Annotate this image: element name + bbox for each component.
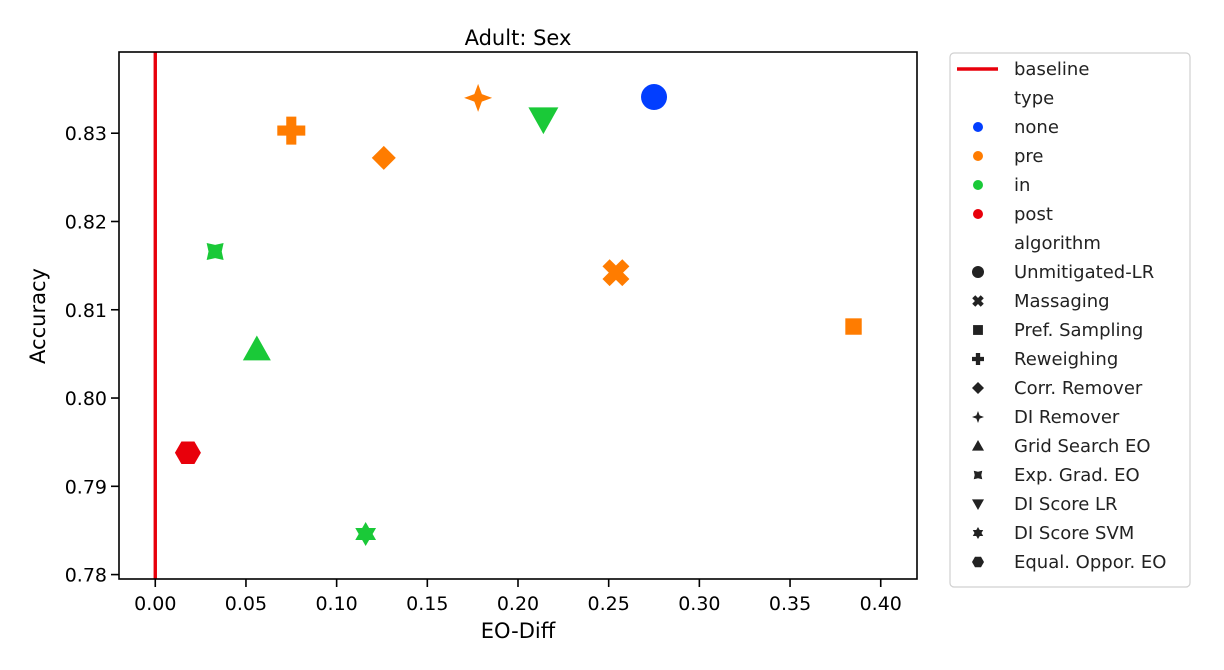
legend-marker-square	[973, 325, 983, 335]
x-tick-label: 0.00	[134, 593, 176, 615]
y-tick-label: 0.83	[65, 123, 107, 145]
x-tick-label: 0.05	[225, 593, 267, 615]
point-corr-remover	[371, 145, 396, 170]
y-tick-label: 0.79	[65, 476, 107, 498]
x-tick-label: 0.15	[406, 593, 448, 615]
point-reweighing	[277, 116, 306, 145]
x-tick-label: 0.40	[860, 593, 902, 615]
legend-algorithm-pref-sampling: Pref. Sampling	[1014, 320, 1143, 341]
x-tick-label: 0.35	[769, 593, 811, 615]
plot-area	[153, 52, 862, 579]
point-pref-sampling	[845, 318, 862, 335]
point-equal-oppor-eo	[174, 441, 201, 465]
legend-marker-hexagon	[972, 556, 984, 568]
legend-algorithm-corr-remover: Corr. Remover	[1014, 378, 1143, 399]
legend-marker-triangle-up	[972, 440, 984, 451]
legend-marker-circle	[972, 266, 984, 278]
legend-algorithm-di-score-lr: DI Score LR	[1014, 494, 1118, 515]
legend-marker-triangle-down	[972, 499, 984, 510]
point-unmitigated-lr	[641, 84, 668, 111]
point-massaging	[602, 259, 630, 287]
y-axis-title: Accuracy	[26, 268, 50, 364]
y-axis: 0.78 0.79 0.80 0.81 0.82 0.83	[65, 123, 119, 587]
legend-algorithm-unmitigated-lr: Unmitigated-LR	[1014, 262, 1154, 283]
plot-frame	[118, 51, 918, 580]
legend-marker-star4	[972, 411, 984, 423]
legend-algorithm-reweighing: Reweighing	[1014, 349, 1118, 370]
legend-algorithm-exp-grad-eo: Exp. Grad. EO	[1014, 465, 1140, 486]
x-axis: 0.00 0.05 0.10 0.15 0.20 0.25 0.30 0.35 0.40	[134, 579, 902, 615]
y-tick-label: 0.81	[65, 300, 107, 322]
point-di-score-svm	[355, 521, 377, 546]
legend-marker-plus	[972, 353, 984, 365]
legend-marker-x	[972, 295, 984, 307]
legend-algorithm-massaging: Massaging	[1014, 291, 1110, 312]
chart-title: Adult: Sex	[465, 26, 572, 50]
x-tick-label: 0.25	[588, 593, 630, 615]
x-tick-label: 0.10	[315, 593, 357, 615]
legend-swatch	[973, 151, 983, 161]
point-grid-search-eo	[242, 335, 271, 361]
point-di-score-lr	[528, 107, 559, 135]
legend-marker-bowtie	[973, 470, 983, 480]
y-tick-label: 0.82	[65, 211, 107, 233]
legend-type-post: post	[1014, 204, 1053, 225]
x-tick-label: 0.20	[497, 593, 539, 615]
legend-marker-star6	[972, 527, 984, 539]
legend-algorithm-header: algorithm	[1014, 233, 1101, 254]
legend-swatch	[973, 180, 983, 190]
legend-algorithm-equal-oppor-eo: Equal. Oppor. EO	[1014, 552, 1166, 573]
legend-swatch	[973, 122, 983, 132]
legend-type-in: in	[1014, 175, 1030, 196]
legend-algorithm-di-score-svm: DI Score SVM	[1014, 523, 1134, 544]
x-axis-title: EO-Diff	[481, 619, 556, 643]
legend-type-header: type	[1014, 88, 1054, 109]
legend-algorithm-grid-search-eo: Grid Search EO	[1014, 436, 1151, 457]
point-exp-grad-eo	[206, 243, 224, 260]
point-di-remover	[464, 83, 493, 112]
legend-type-none: none	[1014, 117, 1059, 138]
legend-marker-diamond	[972, 382, 984, 394]
legend-swatch	[973, 209, 983, 219]
legend-baseline: baseline	[1014, 59, 1089, 80]
y-tick-label: 0.78	[65, 565, 107, 587]
x-tick-label: 0.30	[678, 593, 720, 615]
y-tick-label: 0.80	[65, 388, 107, 410]
legend-box	[949, 52, 1191, 588]
legend-algorithm-di-remover: DI Remover	[1014, 407, 1120, 428]
legend-type-pre: pre	[1014, 146, 1044, 167]
legend: baseline type none pre in post algorithm Unmiti…	[949, 52, 1191, 588]
